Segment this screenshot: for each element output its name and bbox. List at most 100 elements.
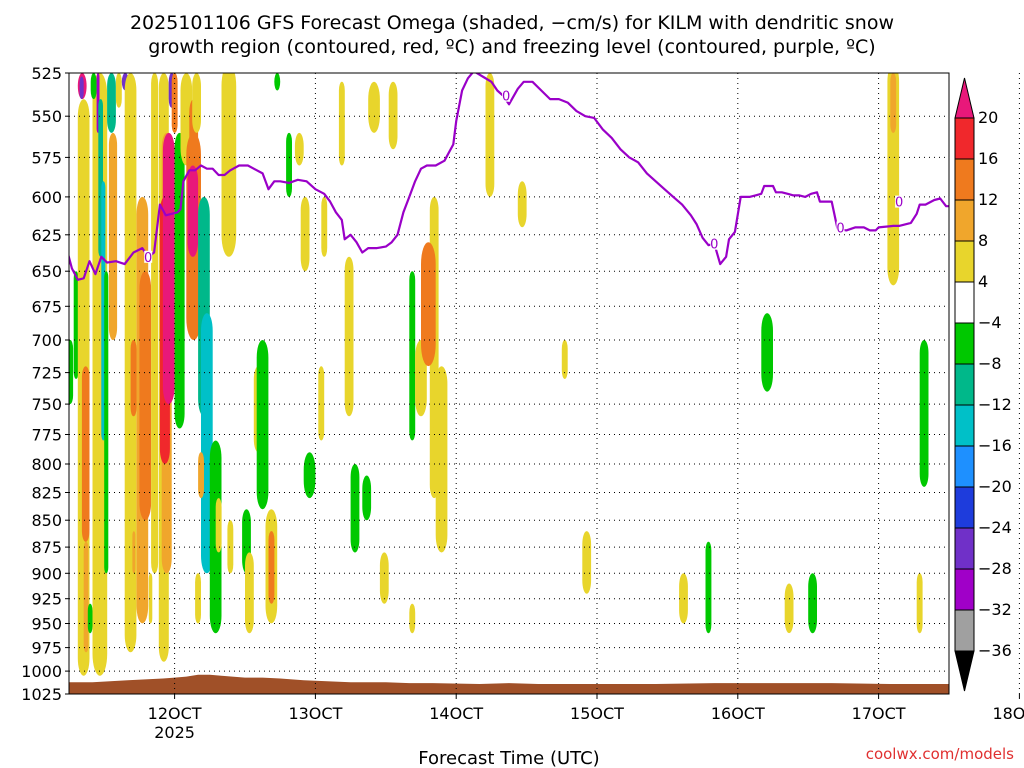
y-tick-label: 750 [31,395,62,414]
omega-cell [362,475,372,521]
omega-cell [485,73,495,197]
y-tick-label: 975 [31,639,62,658]
omega-cell [274,73,281,91]
omega-cell [808,573,817,634]
x-tick-label: 14OCT [429,704,483,723]
omega-cell [890,73,897,133]
omega-cell [679,573,688,624]
colorbar-bin [954,568,975,611]
omega-cell [124,73,137,653]
colorbar-bin [954,609,975,652]
omega-cell [421,242,436,367]
colorbar-label: −24 [978,518,1012,537]
y-tick-label: 875 [31,538,62,557]
colorbar-bin-bottom [954,650,975,692]
omega-cell [81,366,90,542]
omega-cell [139,271,152,521]
colorbar-bin [954,199,975,242]
x-tick-label: 13OCT [288,704,342,723]
freezing-level-label: 0 [895,196,903,211]
omega-cell [321,196,328,257]
colorbar-bin-top [954,77,975,119]
omega-cell [409,271,416,441]
omega-cell [227,520,234,574]
colorbar-bin [954,445,975,488]
terrain-fill [69,674,949,694]
freezing-level-label-bg [895,195,904,208]
omega-cell [108,132,118,340]
colorbar-bin [954,281,975,324]
omega-cell [79,76,84,100]
colorbar-label: −12 [978,395,1012,414]
colorbar-bin [954,240,975,283]
omega-shading [69,73,987,676]
omega-cell [107,73,116,133]
omega-cell [761,313,773,392]
y-tick-label: 1025 [21,685,62,704]
omega-cell [162,132,175,405]
omega-cell [561,340,568,379]
omega-cell [916,573,923,634]
y-tick-label: 725 [31,364,62,383]
omega-cell [784,583,794,634]
colorbar-label: −8 [978,354,1002,373]
omega-cell [887,73,900,286]
site-credit: coolwx.com/models [866,745,1014,763]
freezing-level-label-bg [710,237,719,250]
omega-cell [90,73,97,100]
colorbar-bin [954,363,975,406]
colorbar-label: 12 [978,190,998,209]
omega-cell [209,440,222,634]
freezing-level-label: 0 [836,221,844,236]
y-tick-label: 900 [31,564,62,583]
pressure-axis: 525 550 575 600 625 650 675 700 725 750 775 800 825 8… [21,64,69,704]
omega-cell [350,464,360,553]
y-tick-label: 550 [31,107,62,126]
freezing-level-label-bg [836,221,845,234]
colorbar-label: −32 [978,600,1012,619]
omega-cell [268,531,275,604]
y-tick-label: 700 [31,331,62,350]
omega-cell [318,366,325,441]
y-tick-label: 600 [31,188,62,207]
x-tick-label: 18OCT [992,704,1024,723]
omega-cell [192,73,201,133]
omega-cell [198,452,204,499]
omega-cell [919,340,929,487]
chart-title-line-1: 2025101106 GFS Forecast Omega (shaded, −… [130,12,894,34]
omega-cell [104,271,109,574]
omega-cell [388,81,398,150]
freezing-level-label: 0 [710,238,718,253]
y-tick-label: 675 [31,297,62,316]
omega-cell [368,81,380,133]
omega-cell [344,256,354,417]
omega-cell [286,132,292,197]
colorbar-label: 16 [978,149,998,168]
omega-cell [115,73,122,108]
x-axis-label: Forecast Time (UTC) [418,748,599,768]
colorbar-bin [954,404,975,447]
omega-cell [705,541,712,634]
terrain-layer [69,674,949,694]
omega-cell [245,552,254,634]
omega-cell [435,366,448,553]
freezing-level-label: 0 [502,90,510,105]
omega-cell [69,340,74,404]
x-tick-label: 16OCT [711,704,765,723]
omega-cell [221,73,237,257]
y-tick-label: 925 [31,590,62,609]
colorbar-label: −20 [978,477,1012,496]
freezing-level-layer: 0 0 0 0 0 [69,73,949,281]
colorbar-bin [954,486,975,529]
x-tick-label: 15OCT [570,704,624,723]
y-tick-label: 625 [31,226,62,245]
omega-cell [303,452,316,499]
omega-cell [975,73,987,197]
y-tick-label: 575 [31,148,62,167]
omega-cell [174,132,185,429]
freezing-level-label-bg [144,250,153,263]
chart-title-line-2: growth region (contoured, red, ºC) and f… [148,36,875,58]
y-tick-label: 825 [31,484,62,503]
